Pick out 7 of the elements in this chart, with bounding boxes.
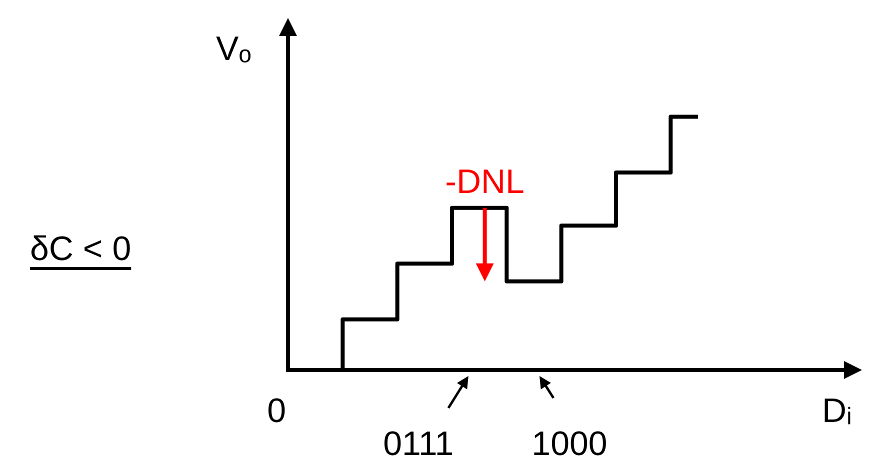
x-axis-title: Dᵢ: [822, 392, 852, 430]
text: 0: [267, 392, 286, 430]
text: δC < 0: [30, 230, 132, 268]
text: 0111: [383, 425, 454, 461]
annotation: -DNL: [445, 162, 524, 201]
y-axis-title: Vₒ: [216, 30, 252, 68]
text: 1000: [532, 425, 608, 461]
